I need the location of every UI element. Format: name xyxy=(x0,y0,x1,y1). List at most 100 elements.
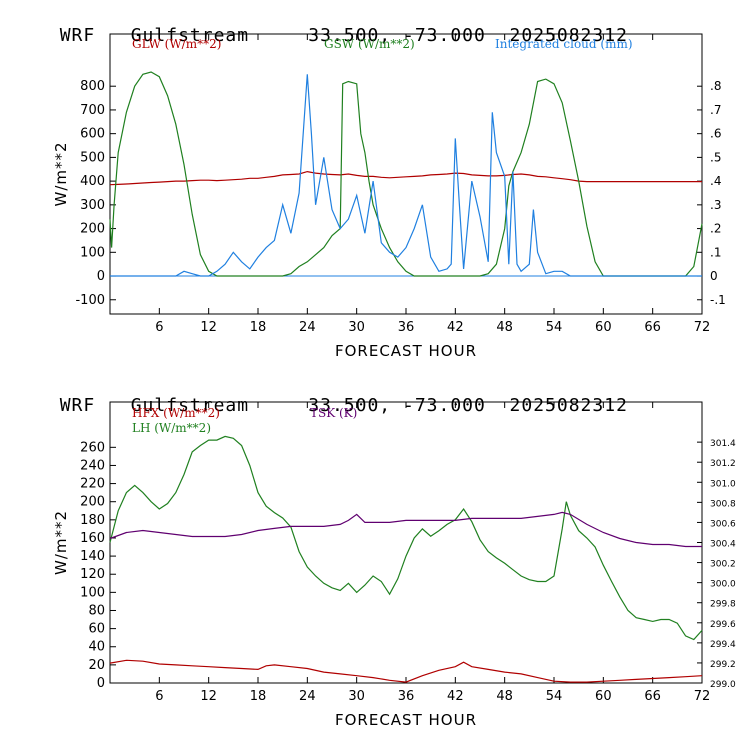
x-tick-label: 6 xyxy=(155,689,163,704)
x-tick-label: 12 xyxy=(200,689,217,704)
series-line xyxy=(109,511,702,548)
y-tick-label: 500 xyxy=(80,150,105,165)
panel1-coords: 33.500, -73.000 xyxy=(308,25,486,46)
y2-tick-label: 300.4 xyxy=(710,540,736,550)
y2-tick-label: 300.2 xyxy=(710,560,736,570)
y-tick-label: 60 xyxy=(88,622,105,637)
panel1-model: WRF xyxy=(59,25,96,46)
y-tick-label: 80 xyxy=(88,603,105,618)
x-tick-label: 42 xyxy=(447,320,464,335)
x-tick-label: 60 xyxy=(595,689,612,704)
panel2-coords: 33.500, -73.000 xyxy=(308,395,486,416)
x-tick-label: 66 xyxy=(644,689,661,704)
y2-tick-label: -.1 xyxy=(710,293,726,307)
panel2-header: WRF Gulfstream 33.500, -73.000 202508231… xyxy=(36,374,628,416)
y-tick-label: 700 xyxy=(80,103,105,118)
y-tick-label: 100 xyxy=(80,245,105,260)
x-tick-label: 30 xyxy=(348,320,365,335)
y2-tick-label: .8 xyxy=(710,79,721,93)
y-tick-label: 220 xyxy=(80,477,105,492)
legend-entry: TSK (K) xyxy=(310,406,357,420)
panel2-run: 2025082312 xyxy=(509,395,628,416)
y2-tick-label: 300.6 xyxy=(710,519,736,529)
panel1-run: 2025082312 xyxy=(509,25,628,46)
y-tick-label: 140 xyxy=(80,549,105,564)
y2-tick-label: .4 xyxy=(710,174,721,188)
y2-tick-label: 300.8 xyxy=(710,499,736,509)
x-tick-label: 24 xyxy=(299,320,316,335)
x-axis-label: FORECAST HOUR xyxy=(335,342,477,360)
y2-tick-label: .1 xyxy=(710,245,721,259)
y-tick-label: 40 xyxy=(88,640,105,655)
series-line xyxy=(109,170,702,186)
legend-entry: GSW (W/m**2) xyxy=(324,37,415,51)
x-tick-label: 24 xyxy=(299,689,316,704)
panel2-model: WRF xyxy=(59,395,96,416)
x-tick-label: 72 xyxy=(694,320,711,335)
x-tick-label: 54 xyxy=(546,320,563,335)
y2-tick-label: 299.8 xyxy=(710,600,736,610)
y-tick-label: 240 xyxy=(80,458,105,473)
legend-entry: HFX (W/m**2) xyxy=(132,406,220,420)
y-tick-label: 160 xyxy=(80,531,105,546)
series-line xyxy=(109,71,703,277)
x-tick-label: 72 xyxy=(694,689,711,704)
panel1-header: WRF Gulfstream 33.500, -73.000 202508231… xyxy=(36,4,628,46)
panel2-plot: 6 12 18 24 30 36 42 48 54 60 66 72 0 20 40 60 80 100 120 14… xyxy=(52,401,736,729)
y-tick-label: 180 xyxy=(80,513,105,528)
series-line xyxy=(110,74,702,277)
y-tick-label: 260 xyxy=(80,440,105,455)
x-tick-label: 60 xyxy=(595,320,612,335)
plot-frame xyxy=(109,401,703,684)
x-axis-label: FORECAST HOUR xyxy=(335,711,477,729)
y-tick-label: 0 xyxy=(97,676,105,691)
y2-tick-label: .5 xyxy=(710,150,721,164)
y-tick-label: 200 xyxy=(80,222,105,237)
y2-tick-label: 0 xyxy=(710,269,718,283)
plot-frame xyxy=(109,33,703,315)
y2-tick-label: 299.6 xyxy=(710,620,736,630)
y2-tick-label: .2 xyxy=(710,222,721,236)
y-tick-label: -100 xyxy=(75,293,105,308)
panel1-site: Gulfstream xyxy=(130,25,250,46)
series-line xyxy=(109,435,703,641)
x-tick-label: 42 xyxy=(447,689,464,704)
series-line xyxy=(109,659,703,683)
x-tick-label: 6 xyxy=(155,320,163,335)
y-tick-label: 20 xyxy=(88,658,105,673)
y-tick-label: 800 xyxy=(80,79,105,94)
y-tick-label: 100 xyxy=(80,585,105,600)
x-tick-label: 18 xyxy=(250,320,267,335)
y2-tick-label: .6 xyxy=(710,127,721,141)
x-tick-label: 12 xyxy=(200,320,217,335)
y2-tick-label: 301.4 xyxy=(710,439,736,449)
y-tick-label: 120 xyxy=(80,567,105,582)
y-axis-label: W/m**2 xyxy=(52,510,70,575)
y2-tick-label: .7 xyxy=(710,103,721,117)
x-tick-label: 36 xyxy=(398,320,415,335)
x-tick-label: 30 xyxy=(348,689,365,704)
y2-tick-label: 300.0 xyxy=(710,580,736,590)
legend-entry: LH (W/m**2) xyxy=(132,421,211,435)
y-tick-label: 600 xyxy=(80,127,105,142)
y2-tick-label: 299.2 xyxy=(710,660,736,670)
legend-entry: GLW (W/m**2) xyxy=(132,37,221,51)
x-tick-label: 66 xyxy=(644,320,661,335)
panel2-site: Gulfstream xyxy=(130,395,250,416)
y2-tick-label: 301.2 xyxy=(710,459,736,469)
y2-tick-label: 301.0 xyxy=(710,479,736,489)
y2-tick-label: 299.0 xyxy=(710,680,736,690)
x-tick-label: 48 xyxy=(496,320,513,335)
x-tick-label: 48 xyxy=(496,689,513,704)
y-tick-label: 300 xyxy=(80,198,105,213)
x-tick-label: 36 xyxy=(398,689,415,704)
panel1-plot: 6 12 18 24 30 36 42 48 54 60 66 72 -100 0 100 200 300 400… xyxy=(52,33,726,360)
legend-entry: Integrated cloud (mm) xyxy=(495,37,633,51)
x-tick-label: 54 xyxy=(546,689,563,704)
y-axis-label: W/m**2 xyxy=(52,141,70,206)
y-tick-label: 400 xyxy=(80,174,105,189)
y-tick-label: 0 xyxy=(97,269,105,284)
x-tick-label: 18 xyxy=(250,689,267,704)
y2-tick-label: .3 xyxy=(710,198,721,212)
